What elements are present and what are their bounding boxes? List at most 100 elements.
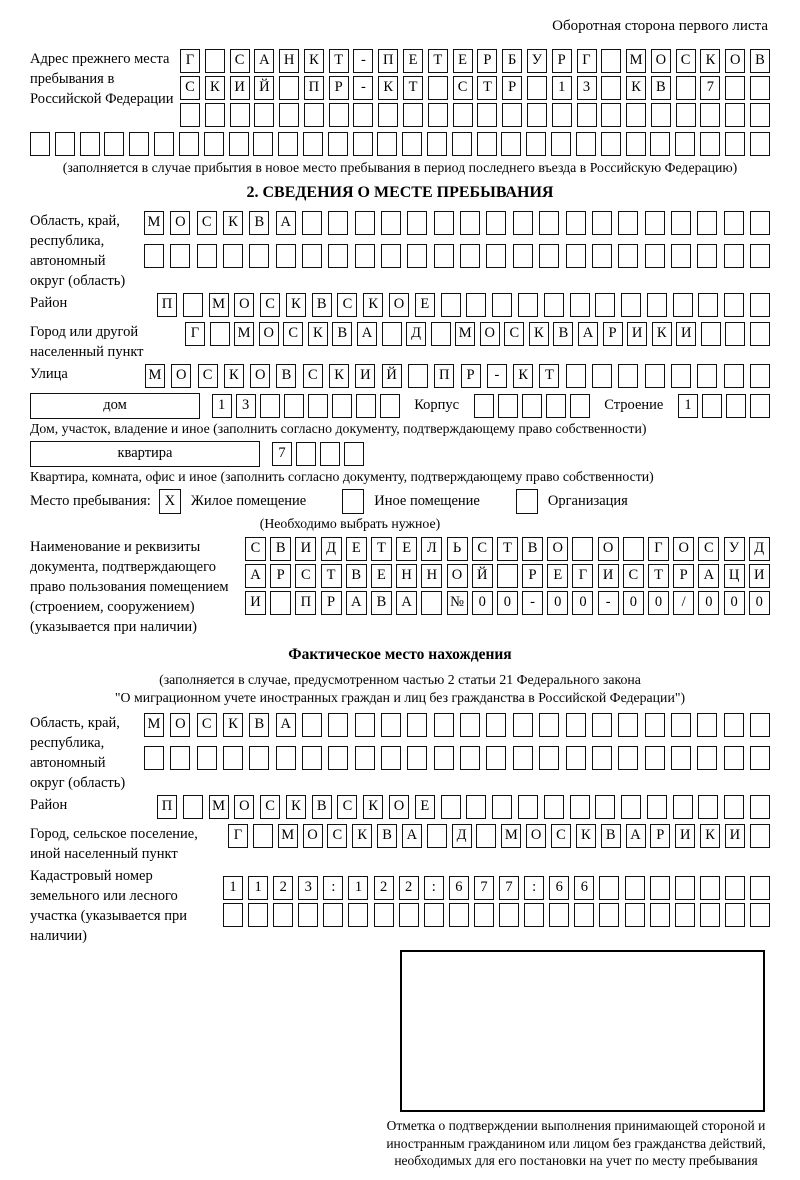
char-cell[interactable] [569,393,590,418]
char-cell[interactable] [496,563,518,588]
char-cell[interactable]: О [389,795,410,820]
char-cell[interactable]: Й [254,76,275,100]
char-cell[interactable] [328,243,349,268]
char-cell[interactable]: № [446,590,468,615]
char-cell[interactable]: Ц [723,563,745,588]
char-cell[interactable] [724,292,745,317]
char-cell[interactable] [725,393,746,418]
char-cell[interactable]: А [254,49,275,73]
char-cell[interactable]: М [144,713,164,738]
char-cell[interactable] [302,132,323,156]
char-cell[interactable]: О [250,363,271,388]
char-cell[interactable]: К [363,795,384,820]
char-cell[interactable]: Д [748,536,770,561]
char-cell[interactable] [275,746,296,771]
char-cell[interactable] [302,746,323,771]
char-cell[interactable]: К [352,824,373,849]
char-cell[interactable] [749,713,770,738]
char-cell[interactable]: Т [539,363,560,388]
char-cell[interactable]: - [486,363,507,388]
char-cell[interactable]: К [307,321,328,346]
char-cell[interactable] [348,903,369,928]
char-cell[interactable]: С [196,210,217,235]
char-cell[interactable] [618,746,639,771]
char-cell[interactable]: С [698,536,720,561]
char-cell[interactable] [517,292,538,317]
char-cell[interactable] [699,132,720,156]
char-cell[interactable]: О [650,49,671,73]
char-cell[interactable] [749,795,770,820]
char-cell[interactable] [599,903,620,928]
char-cell[interactable] [476,824,497,849]
char-cell[interactable] [539,746,560,771]
char-cell[interactable] [549,903,570,928]
char-cell[interactable]: В [332,321,353,346]
char-cell[interactable] [407,243,428,268]
char-cell[interactable]: 7 [272,441,292,466]
char-cell[interactable]: В [370,590,392,615]
char-cell[interactable] [466,795,487,820]
checkbox-residential[interactable]: X [158,488,181,514]
char-cell[interactable] [249,746,270,771]
char-cell[interactable]: А [275,713,296,738]
char-cell[interactable] [354,713,375,738]
char-cell[interactable] [565,746,586,771]
char-cell[interactable] [460,243,481,268]
char-cell[interactable] [204,103,225,127]
char-cell[interactable] [283,393,304,418]
char-cell[interactable] [476,132,497,156]
char-cell[interactable]: Г [180,49,200,73]
char-cell[interactable] [279,76,300,100]
char-cell[interactable]: 3 [235,393,256,418]
char-cell[interactable]: У [526,49,547,73]
char-cell[interactable] [622,536,644,561]
char-cell[interactable]: В [749,49,770,73]
char-cell[interactable] [273,903,294,928]
char-cell[interactable] [670,243,691,268]
char-cell[interactable] [182,292,203,317]
checkbox-organization[interactable] [515,488,538,514]
char-cell[interactable]: Т [320,563,342,588]
char-cell[interactable] [674,903,695,928]
char-cell[interactable] [723,363,744,388]
char-cell[interactable] [621,292,642,317]
char-cell[interactable]: О [446,563,468,588]
char-cell[interactable] [402,132,423,156]
char-cell[interactable]: С [245,536,266,561]
char-cell[interactable]: С [260,795,281,820]
char-cell[interactable]: С [471,536,493,561]
char-cell[interactable] [724,876,745,901]
char-cell[interactable]: С [197,363,218,388]
char-cell[interactable] [178,132,199,156]
char-cell[interactable] [698,292,719,317]
char-cell[interactable]: М [455,321,476,346]
char-cell[interactable]: : [423,876,444,901]
char-cell[interactable] [592,363,613,388]
char-cell[interactable] [378,103,399,127]
char-cell[interactable] [521,393,542,418]
char-cell[interactable]: А [245,563,266,588]
char-cell[interactable]: М [626,49,647,73]
char-cell[interactable] [170,243,191,268]
char-cell[interactable]: Н [279,49,300,73]
char-cell[interactable]: И [627,321,648,346]
char-cell[interactable] [296,441,316,466]
char-cell[interactable] [574,903,595,928]
char-cell[interactable]: К [223,363,244,388]
char-cell[interactable] [724,132,745,156]
char-cell[interactable]: 1 [677,393,698,418]
char-cell[interactable] [565,243,586,268]
char-cell[interactable]: К [700,824,721,849]
char-cell[interactable] [430,321,451,346]
char-cell[interactable]: И [295,536,317,561]
char-cell[interactable] [327,132,348,156]
char-cell[interactable] [302,713,323,738]
char-cell[interactable]: К [329,363,350,388]
char-cell[interactable] [749,824,770,849]
char-cell[interactable] [275,243,296,268]
char-cell[interactable] [223,746,244,771]
char-cell[interactable]: 7 [499,876,520,901]
char-cell[interactable]: К [223,713,244,738]
char-cell[interactable] [724,795,745,820]
char-cell[interactable] [270,590,292,615]
